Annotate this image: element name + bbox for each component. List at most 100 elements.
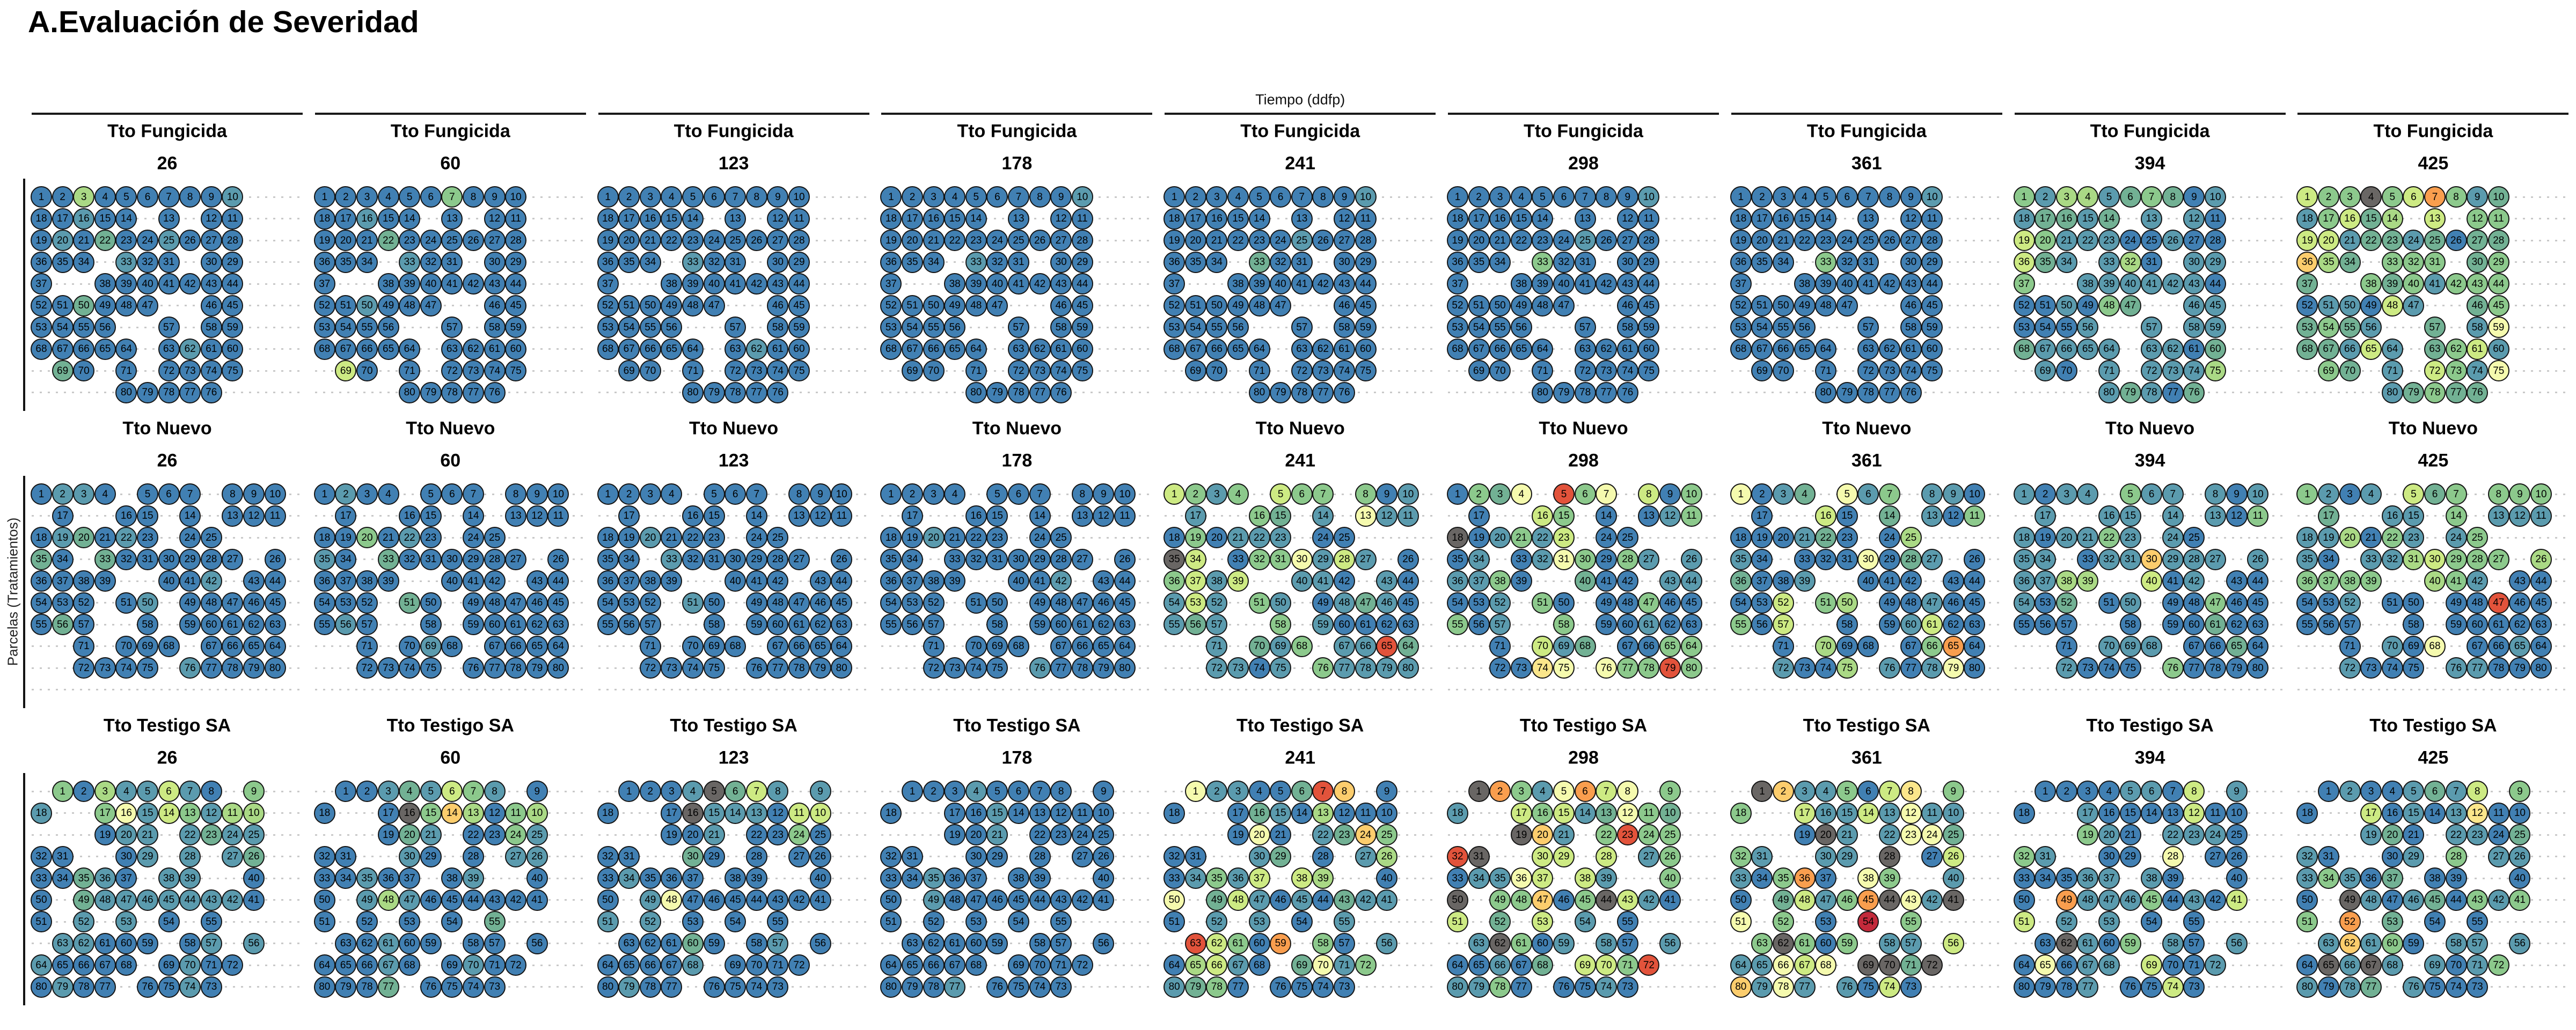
parcel-circle: 4 bbox=[965, 781, 987, 802]
parcel-circle: 55 bbox=[2339, 317, 2361, 338]
parcel-circle: 19 bbox=[1163, 230, 1185, 251]
parcel-circle: 5 bbox=[399, 186, 421, 208]
parcel-circle: 73 bbox=[1312, 360, 1334, 381]
parcel-circle: 19 bbox=[335, 527, 357, 548]
parcel-circle: 21 bbox=[1489, 230, 1511, 251]
parcel-circle: 39 bbox=[2360, 570, 2382, 592]
parcel-circle: 46 bbox=[986, 889, 1008, 911]
parcel-circle: 54 bbox=[313, 592, 335, 614]
parcel-circle: 78 bbox=[73, 976, 95, 998]
parcel-circle: 42 bbox=[484, 570, 506, 592]
parcel-circle: 35 bbox=[2035, 251, 2057, 273]
parcel-circle: 25 bbox=[1291, 230, 1313, 251]
parcel-circle: 41 bbox=[724, 273, 747, 295]
parcel-circle: 63 bbox=[52, 932, 74, 954]
parcel-circle: 42 bbox=[745, 273, 767, 295]
facet-time-label: 241 bbox=[1285, 747, 1316, 768]
parcel-circle: 11 bbox=[1114, 505, 1136, 527]
parcel-circle: 78 bbox=[1574, 381, 1596, 403]
parcel-circle: 3 bbox=[2055, 483, 2077, 505]
parcel-circle: 40 bbox=[1093, 867, 1115, 889]
parcel-circle: 50 bbox=[2013, 889, 2035, 911]
parcel-circle: 6 bbox=[1008, 781, 1029, 802]
parcel-circle: 63 bbox=[2318, 932, 2339, 954]
facet-time-label: 361 bbox=[1851, 747, 1882, 768]
parcel-circle: 23 bbox=[200, 824, 222, 845]
parcel-circle: 24 bbox=[2162, 527, 2184, 548]
parcel-circle: 43 bbox=[2183, 273, 2205, 295]
parcel-circle: 3 bbox=[923, 186, 945, 208]
parcel-circle: 54 bbox=[597, 592, 619, 614]
parcel-circle: 77 bbox=[377, 976, 399, 998]
parcel-circle: 45 bbox=[505, 295, 527, 317]
facet-treatment-label: Tto Testigo SA bbox=[386, 715, 514, 736]
parcel-circle: 10 bbox=[1680, 483, 1702, 505]
parcel-circle: 61 bbox=[1616, 338, 1638, 360]
parcel-circle: 7 bbox=[1879, 483, 1900, 505]
parcel-circle: 25 bbox=[1008, 230, 1029, 251]
parcel-circle: 26 bbox=[1659, 845, 1681, 867]
parcel-circle: 75 bbox=[1071, 360, 1093, 381]
parcel-circle: 4 bbox=[1510, 483, 1532, 505]
parcel-circle: 28 bbox=[2467, 548, 2489, 570]
grid-dotline bbox=[2297, 515, 2569, 517]
parcel-circle: 77 bbox=[1900, 657, 1922, 679]
parcel-circle: 39 bbox=[1815, 273, 1837, 295]
parcel-circle: 65 bbox=[661, 338, 683, 360]
parcel-circle: 44 bbox=[2162, 889, 2184, 911]
parcel-circle: 64 bbox=[2296, 954, 2318, 976]
parcel-circle: 62 bbox=[1879, 338, 1900, 360]
parcel-circle: 13 bbox=[2445, 802, 2467, 824]
parcel-circle: 38 bbox=[158, 867, 180, 889]
parcel-circle: 12 bbox=[1900, 802, 1922, 824]
parcel-circle: 54 bbox=[880, 592, 902, 614]
parcel-circle: 60 bbox=[115, 932, 137, 954]
parcel-circle: 43 bbox=[1050, 889, 1072, 911]
grid-dotline bbox=[1448, 536, 1719, 539]
parcel-circle: 77 bbox=[745, 381, 767, 403]
parcel-circle: 61 bbox=[1355, 614, 1377, 635]
parcel-circle: 37 bbox=[335, 570, 357, 592]
parcel-circle: 12 bbox=[1659, 505, 1681, 527]
parcel-circle: 7 bbox=[441, 186, 463, 208]
parcel-circle: 32 bbox=[1447, 845, 1468, 867]
parcel-circle: 56 bbox=[1093, 932, 1115, 954]
parcel-circle: 65 bbox=[335, 954, 357, 976]
parcel-circle: 20 bbox=[618, 230, 640, 251]
parcel-circle: 49 bbox=[2162, 592, 2184, 614]
parcel-circle: 65 bbox=[1093, 635, 1115, 657]
parcel-circle: 42 bbox=[463, 273, 484, 295]
parcel-circle: 65 bbox=[526, 635, 548, 657]
parcel-circle: 36 bbox=[1447, 570, 1468, 592]
grid-dotline bbox=[1165, 602, 1436, 604]
parcel-circle: 34 bbox=[2318, 867, 2339, 889]
parcel-circle: 24 bbox=[2403, 230, 2425, 251]
parcel-circle: 23 bbox=[1532, 230, 1554, 251]
parcel-circle: 12 bbox=[200, 208, 222, 230]
parcel-circle: 15 bbox=[137, 505, 158, 527]
facet-time-label: 60 bbox=[440, 450, 461, 471]
parcel-circle: 39 bbox=[1879, 867, 1900, 889]
grid-dotline bbox=[598, 834, 869, 836]
parcel-circle: 43 bbox=[2509, 570, 2531, 592]
parcel-circle: 19 bbox=[1751, 527, 1773, 548]
parcel-circle: 48 bbox=[2360, 889, 2382, 911]
parcel-circle: 40 bbox=[2509, 867, 2531, 889]
parcel-circle: 51 bbox=[1163, 911, 1185, 932]
parcel-circle: 11 bbox=[788, 802, 810, 824]
parcel-circle: 79 bbox=[526, 657, 548, 679]
parcel-circle: 61 bbox=[2467, 338, 2489, 360]
parcel-circle: 55 bbox=[597, 614, 619, 635]
parcel-circle: 10 bbox=[1355, 186, 1377, 208]
parcel-circle: 60 bbox=[2467, 614, 2489, 635]
parcel-circle: 31 bbox=[1836, 548, 1858, 570]
parcel-circle: 10 bbox=[2205, 186, 2226, 208]
parcel-circle: 61 bbox=[200, 338, 222, 360]
parcel-circle: 43 bbox=[1900, 273, 1922, 295]
parcel-circle: 52 bbox=[1163, 295, 1185, 317]
parcel-circle: 28 bbox=[2487, 230, 2509, 251]
parcel-circle: 61 bbox=[1050, 338, 1072, 360]
parcel-circle: 55 bbox=[2467, 911, 2489, 932]
parcel-circle: 72 bbox=[923, 657, 945, 679]
parcel-circle: 7 bbox=[1029, 781, 1051, 802]
